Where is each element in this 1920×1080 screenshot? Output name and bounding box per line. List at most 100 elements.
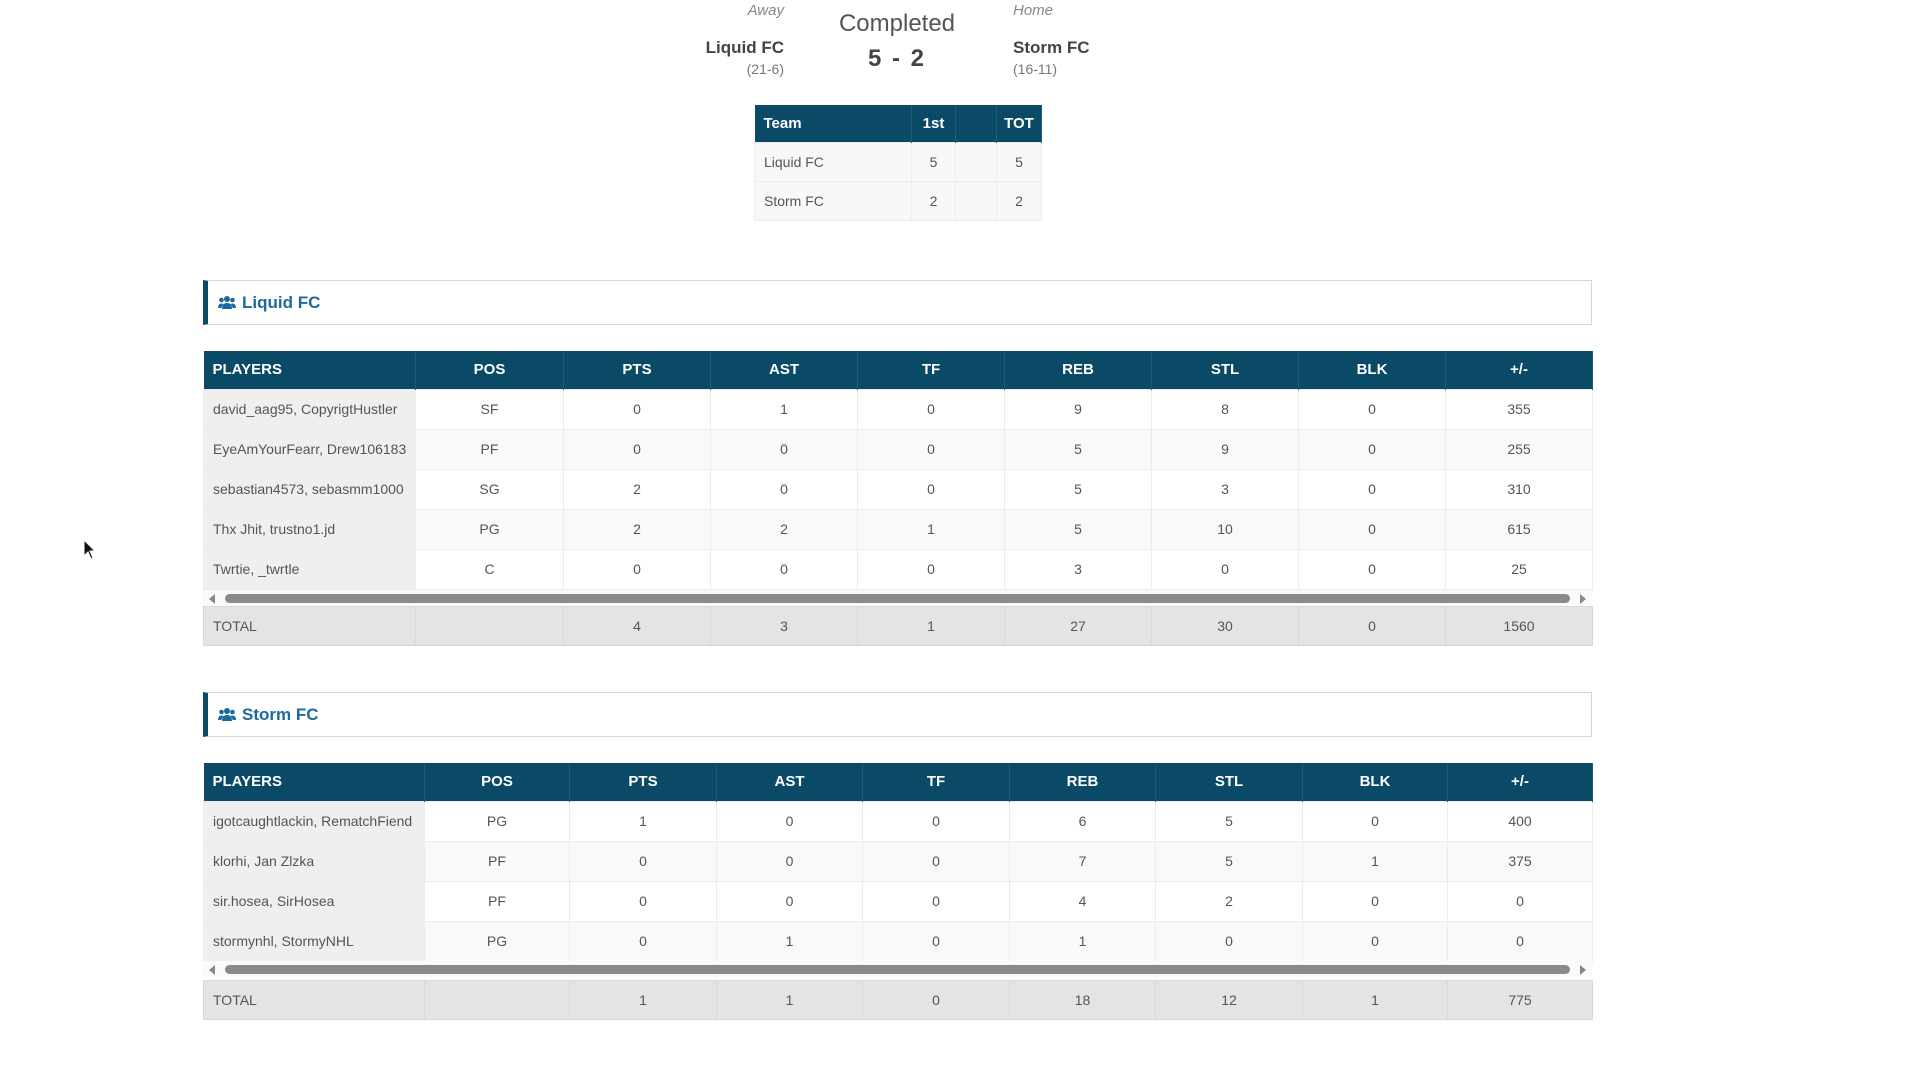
home-team-name[interactable]: Storm FC (1013, 38, 1090, 57)
total-cell: 12 (1155, 980, 1303, 1020)
stat-cell: 0 (1302, 920, 1448, 962)
horizontal-scrollbar[interactable] (203, 590, 1592, 606)
player-row: stormynhl, StormyNHL PG 0 1 0 1 0 0 0 (203, 920, 1593, 962)
total-cell: 1560 (1445, 606, 1593, 646)
home-team-record: (16-11) (1013, 61, 1058, 77)
stats-header-cell[interactable]: BLK (1298, 351, 1446, 389)
totals-row: TOTAL 4 3 1 27 30 0 1560 (203, 606, 1593, 646)
stat-cell: 0 (710, 468, 858, 510)
linescore-cell: 2 (996, 180, 1042, 221)
stat-cell: 5 (1155, 800, 1303, 842)
stat-cell: 0 (1151, 548, 1299, 590)
stats-header-cell[interactable]: +/- (1447, 763, 1593, 801)
stat-cell: C (415, 548, 564, 590)
scroll-left-arrow-icon[interactable] (209, 965, 215, 975)
stat-cell: 0 (569, 840, 717, 882)
total-cell (424, 980, 570, 1020)
totals-row: TOTAL 1 1 0 18 12 1 775 (203, 980, 1593, 1020)
player-name[interactable]: igotcaughtlackin, RematchFiend (203, 800, 425, 842)
stat-cell: SG (415, 468, 564, 510)
horizontal-scrollbar[interactable] (203, 961, 1592, 977)
stats-header-cell[interactable]: AST (716, 763, 863, 801)
stats-header-cell[interactable]: STL (1151, 351, 1299, 389)
total-cell: 4 (563, 606, 711, 646)
stats-header-row: PLAYERS POS PTS AST TF REB STL BLK +/- (203, 763, 1593, 801)
stat-cell: 6 (1009, 800, 1156, 842)
player-name[interactable]: Thx Jhit, trustno1.jd (203, 508, 416, 550)
stat-cell: 5 (1004, 508, 1152, 550)
scroll-left-arrow-icon[interactable] (209, 594, 215, 604)
scrollbar-thumb[interactable] (225, 594, 1570, 603)
player-name[interactable]: david_aag95, CopyrigtHustler (203, 388, 416, 430)
total-cell (415, 606, 564, 646)
total-cell: 1 (716, 980, 863, 1020)
away-team-record: (21-6) (746, 61, 784, 77)
total-cell: 30 (1151, 606, 1299, 646)
stats-header-cell[interactable]: BLK (1302, 763, 1448, 801)
stat-cell: 0 (862, 880, 1010, 922)
stat-cell: 9 (1004, 388, 1152, 430)
player-row: Twrtie, _twrtle C 0 0 0 3 0 0 25 (203, 548, 1593, 590)
player-stats-table: PLAYERS POS PTS AST TF REB STL BLK +/- igotcaught… (203, 763, 1593, 962)
linescore-cell: Storm FC (754, 180, 912, 221)
stats-header-cell[interactable]: POS (415, 351, 564, 389)
player-name[interactable]: EyeAmYourFearr, Drew106183 (203, 428, 416, 470)
player-row: Thx Jhit, trustno1.jd PG 2 2 1 5 10 0 615 (203, 508, 1593, 550)
stat-cell: 0 (862, 920, 1010, 962)
player-row: klorhi, Jan Zlzka PF 0 0 0 7 5 1 375 (203, 840, 1593, 882)
player-name[interactable]: stormynhl, StormyNHL (203, 920, 425, 962)
linescore-cell (955, 180, 997, 221)
scrollbar-thumb[interactable] (225, 965, 1570, 974)
stat-cell: 5 (1155, 840, 1303, 882)
total-cell: 0 (862, 980, 1010, 1020)
stats-header-cell[interactable]: PLAYERS (203, 763, 425, 801)
stat-cell: 2 (1155, 880, 1303, 922)
stats-header-cell[interactable]: AST (710, 351, 858, 389)
linescore-header-cell: 1st (911, 105, 956, 142)
stat-cell: 7 (1009, 840, 1156, 882)
stat-cell: 8 (1151, 388, 1299, 430)
linescore-row: Storm FC 2 2 (754, 180, 1042, 221)
stats-header-cell[interactable]: PLAYERS (203, 351, 416, 389)
stat-cell: 0 (716, 800, 863, 842)
away-team-name[interactable]: Liquid FC (705, 38, 784, 57)
stat-cell: 3 (1151, 468, 1299, 510)
player-name[interactable]: Twrtie, _twrtle (203, 548, 416, 590)
stat-cell: 0 (569, 920, 717, 962)
stat-cell: 0 (563, 428, 711, 470)
scroll-right-arrow-icon[interactable] (1580, 965, 1586, 975)
stats-header-cell[interactable]: PTS (563, 351, 711, 389)
stat-cell: 2 (563, 468, 711, 510)
stat-cell: PG (424, 800, 570, 842)
linescore-header-cell (955, 105, 997, 142)
stats-header-cell[interactable]: REB (1004, 351, 1152, 389)
player-name[interactable]: sebastian4573, sebasmm1000 (203, 468, 416, 510)
scroll-right-arrow-icon[interactable] (1580, 594, 1586, 604)
total-cell: 27 (1004, 606, 1152, 646)
stats-header-cell[interactable]: REB (1009, 763, 1156, 801)
team-section-title[interactable]: Liquid FC (242, 292, 321, 312)
stat-cell: 25 (1445, 548, 1593, 590)
stat-cell: 9 (1151, 428, 1299, 470)
stats-header-cell[interactable]: POS (424, 763, 570, 801)
stat-cell: 0 (563, 548, 711, 590)
player-name[interactable]: sir.hosea, SirHosea (203, 880, 425, 922)
stat-cell: PG (415, 508, 564, 550)
stats-header-cell[interactable]: PTS (569, 763, 717, 801)
stat-cell: PF (415, 428, 564, 470)
stats-header-cell[interactable]: TF (857, 351, 1005, 389)
total-cell: 0 (1298, 606, 1446, 646)
stat-cell: 0 (857, 548, 1005, 590)
total-cell: 1 (1302, 980, 1448, 1020)
away-label: Away (747, 2, 784, 19)
stat-cell: SF (415, 388, 564, 430)
team-section-title[interactable]: Storm FC (242, 704, 319, 724)
stat-cell: PF (424, 840, 570, 882)
stat-cell: 0 (710, 548, 858, 590)
player-name[interactable]: klorhi, Jan Zlzka (203, 840, 425, 882)
stats-header-cell[interactable]: STL (1155, 763, 1303, 801)
stats-header-cell[interactable]: TF (862, 763, 1010, 801)
stat-cell: PG (424, 920, 570, 962)
stats-header-cell[interactable]: +/- (1445, 351, 1593, 389)
totals-table: TOTAL 4 3 1 27 30 0 1560 (203, 606, 1593, 646)
